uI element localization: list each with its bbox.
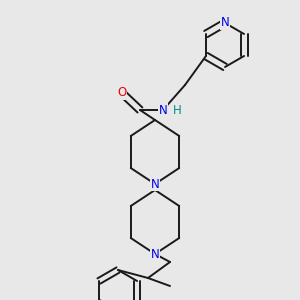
Text: N: N [151, 178, 159, 190]
Text: N: N [151, 248, 159, 260]
Text: O: O [117, 86, 127, 100]
Text: N: N [159, 103, 167, 116]
Text: N: N [220, 16, 230, 29]
Text: H: H [172, 103, 182, 116]
